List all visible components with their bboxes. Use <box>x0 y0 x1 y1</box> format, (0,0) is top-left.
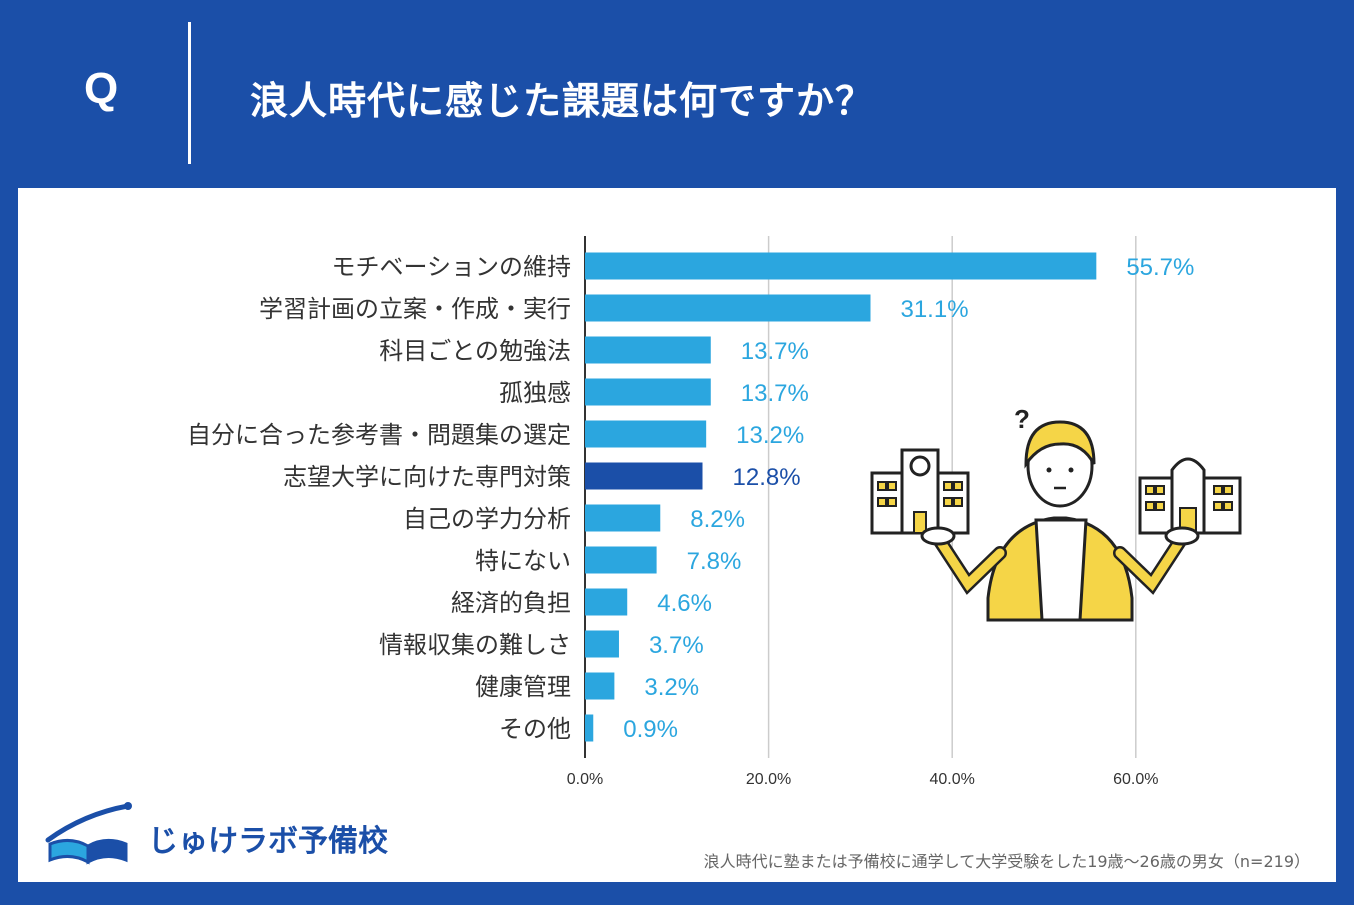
category-label: 自己の学力分析 <box>403 505 571 533</box>
logo-text: じゅけラボ予備校 <box>148 824 388 859</box>
value-label: 55.7% <box>1126 254 1194 281</box>
labels: 0.0% 20.0% 40.0% 60.0% モチベーションの維持 55.7% 学習計画の立… <box>187 253 1194 788</box>
bar <box>585 672 615 700</box>
category-label: その他 <box>499 715 571 743</box>
bar <box>585 588 628 616</box>
bars <box>585 252 1097 742</box>
value-label: 31.1% <box>900 296 968 323</box>
value-label: 13.7% <box>741 338 809 365</box>
header: Q 浪人時代に感じた課題は何ですか？ <box>0 0 1354 188</box>
category-label: 健康管理 <box>475 673 571 701</box>
chart-panel: 0.0% 20.0% 40.0% 60.0% モチベーションの維持 55.7% 学習計画の立… <box>18 188 1336 882</box>
value-label: 3.7% <box>649 632 704 659</box>
bar <box>585 420 707 448</box>
category-label: モチベーションの維持 <box>331 253 571 281</box>
category-label: 情報収集の難しさ <box>379 631 571 659</box>
open-book-logo-icon <box>45 802 132 865</box>
category-label: 学習計画の立案・作成・実行 <box>259 295 571 323</box>
category-label: 孤独感 <box>499 379 571 407</box>
question-letter: Q <box>84 64 119 113</box>
bar <box>585 630 619 658</box>
question-mark-icon: ? <box>1014 404 1030 434</box>
value-label: 4.6% <box>657 590 712 617</box>
category-label: 志望大学に向けた専門対策 <box>283 463 571 491</box>
survey-footnote: 浪人時代に塾または予備校に通学して大学受験をした19歳〜26歳の男女（n=219… <box>703 852 1310 871</box>
bar <box>585 714 594 742</box>
value-label: 12.8% <box>733 464 801 491</box>
x-tick-label: 60.0% <box>1113 771 1158 788</box>
school-building-icon-right <box>1138 457 1242 535</box>
bar <box>585 546 657 574</box>
logo[interactable]: じゅけラボ予備校 <box>40 800 388 870</box>
question-title: 浪人時代に感じた課題は何ですか？ <box>250 79 875 123</box>
person-shrugging-illustration: ? <box>870 404 1242 622</box>
x-tick-label: 40.0% <box>930 771 975 788</box>
bar <box>585 336 711 364</box>
header-divider <box>188 22 191 164</box>
value-label: 13.7% <box>741 380 809 407</box>
value-label: 8.2% <box>690 506 745 533</box>
bar <box>585 294 871 322</box>
value-label: 3.2% <box>644 674 699 701</box>
value-label: 7.8% <box>687 548 742 575</box>
bar-chart: 0.0% 20.0% 40.0% 60.0% モチベーションの維持 55.7% 学習計画の立… <box>187 236 1242 788</box>
grid-lines <box>584 236 1137 758</box>
x-tick-label: 20.0% <box>746 771 791 788</box>
category-label: 経済的負担 <box>451 589 571 617</box>
bar <box>585 504 661 532</box>
x-tick-label: 0.0% <box>567 771 603 788</box>
bar <box>585 252 1097 280</box>
bar <box>585 378 711 406</box>
value-label: 13.2% <box>736 422 804 449</box>
bar <box>585 462 703 490</box>
category-label: 科目ごとの勉強法 <box>379 337 571 365</box>
value-label: 0.9% <box>623 716 678 743</box>
category-label: 自分に合った参考書・問題集の選定 <box>187 421 571 449</box>
category-label: 特にない <box>475 547 571 575</box>
school-building-icon-left <box>870 448 970 535</box>
